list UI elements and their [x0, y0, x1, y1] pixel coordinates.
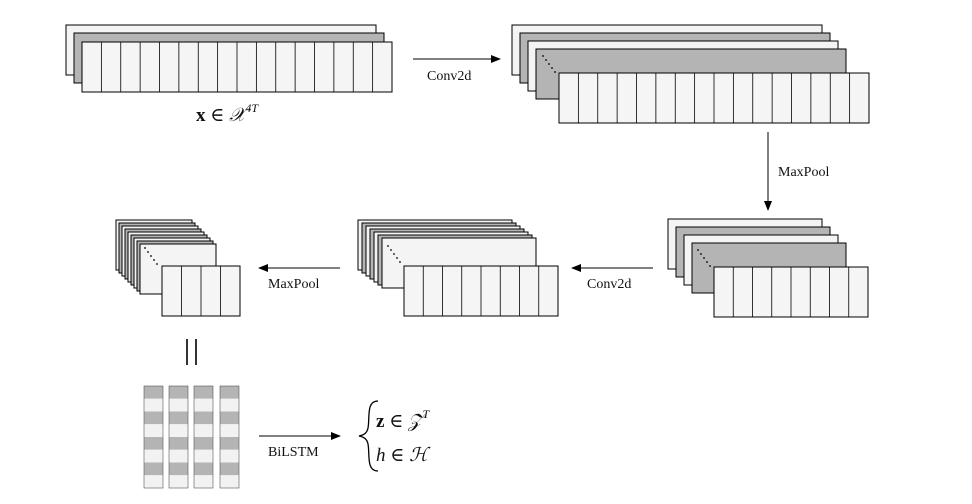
sequence-band: [194, 411, 213, 425]
sequence-band: [194, 424, 213, 437]
sequence-band: [194, 462, 213, 476]
step-label-conv2d-1: Conv2d: [427, 69, 471, 84]
sequence-column: [193, 385, 214, 489]
sequence-band: [144, 386, 163, 399]
sequence-band: [220, 424, 239, 437]
output-z-sup: T: [422, 407, 430, 421]
sequence-band: [169, 437, 188, 450]
sequence-band: [144, 398, 163, 412]
sequence-column: [168, 385, 189, 489]
sequence-band: [194, 437, 213, 450]
output-h-in: ∈: [386, 445, 410, 466]
sequence-band: [220, 475, 239, 488]
stack-ellipsis-dots: [387, 245, 401, 263]
sequence-band: [144, 462, 163, 476]
pooled-feature-stack-2: [115, 219, 241, 317]
conv-feature-stack-2: [357, 219, 559, 317]
sequence-band: [194, 475, 213, 488]
output-z-in: ∈: [384, 411, 408, 432]
sequence-band: [194, 398, 213, 412]
sequence-column-outline: [193, 385, 214, 489]
sequence-band: [194, 449, 213, 463]
sequence-band: [169, 424, 188, 437]
output-h-space: ℋ: [409, 445, 431, 466]
sequence-column-outline: [168, 385, 189, 489]
sequence-column-outline: [219, 385, 240, 489]
sequence-columns: [143, 385, 240, 489]
sequence-band: [220, 386, 239, 399]
sequence-band: [220, 398, 239, 412]
stack-ellipsis-dots: [542, 55, 556, 73]
output-brace: [358, 400, 379, 472]
input-label: x ∈ 𝒳4T: [196, 101, 259, 126]
input-var: x: [196, 105, 206, 126]
step-label-maxpool-2: MaxPool: [268, 277, 319, 292]
equals-symbol: [186, 339, 197, 365]
step-label-bilstm: BiLSTM: [268, 445, 319, 460]
sequence-band: [144, 411, 163, 425]
sequence-band: [169, 462, 188, 476]
sequence-band: [220, 462, 239, 476]
pool2-front-grid: [161, 265, 241, 317]
sequence-band: [220, 449, 239, 463]
output-z-label: z ∈ 𝒵T: [376, 407, 430, 432]
sequence-band: [169, 386, 188, 399]
sequence-column: [219, 385, 240, 489]
conv-feature-stack-1: [511, 24, 870, 124]
sequence-band: [169, 449, 188, 463]
stack-ellipsis-dots: [697, 249, 711, 267]
input-superscript: 4T: [245, 101, 259, 115]
sequence-band: [144, 437, 163, 450]
step-label-maxpool-1: MaxPool: [778, 165, 829, 180]
sequence-band: [194, 386, 213, 399]
conv2-front-grid: [403, 265, 559, 317]
output-z-var: z: [376, 411, 385, 432]
output-h-var: h: [376, 445, 386, 466]
sequence-band: [169, 398, 188, 412]
input-in-symbol: ∈: [206, 105, 230, 126]
conv1-front-grid: [558, 72, 870, 124]
sequence-band: [144, 424, 163, 437]
sequence-column: [143, 385, 164, 489]
sequence-column-outline: [143, 385, 164, 489]
sequence-band: [169, 411, 188, 425]
input-front-grid: [81, 41, 393, 93]
output-z-space: 𝒵: [407, 411, 427, 432]
pooled-feature-stack-1: [667, 218, 869, 318]
input-feature-stack: [65, 24, 393, 93]
sequence-band: [220, 437, 239, 450]
sequence-band: [169, 475, 188, 488]
sequence-band: [220, 411, 239, 425]
stack-ellipsis-dots: [144, 247, 158, 265]
pool1-front-grid: [713, 266, 869, 318]
sequence-band: [144, 449, 163, 463]
step-label-conv2d-2: Conv2d: [587, 277, 631, 292]
sequence-band: [144, 475, 163, 488]
output-h-label: h ∈ ℋ: [376, 445, 431, 466]
